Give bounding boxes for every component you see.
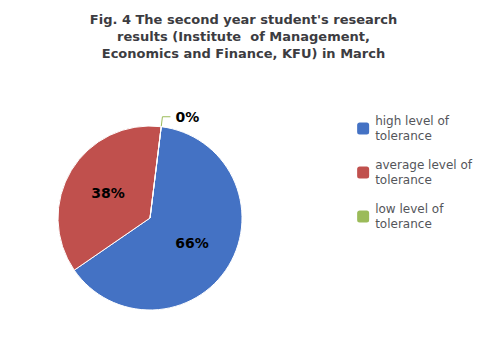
svg-text:tolerance: tolerance	[375, 217, 432, 231]
svg-text:0%: 0%	[175, 109, 199, 125]
svg-text:66%: 66%	[175, 235, 209, 251]
svg-text:average level of: average level of	[375, 158, 473, 172]
svg-text:low level of: low level of	[375, 202, 444, 216]
svg-text:Fig. 4 The second year student: Fig. 4 The second year student's researc…	[90, 12, 397, 27]
svg-text:Economics and Finance, KFU) in: Economics and Finance, KFU) in March	[102, 46, 385, 61]
svg-text:tolerance: tolerance	[375, 173, 432, 187]
svg-text:high level of: high level of	[375, 114, 450, 128]
svg-text:38%: 38%	[91, 185, 125, 201]
svg-text:results (Institute of Managem: results (Institute of Management,	[117, 29, 370, 44]
svg-text:tolerance: tolerance	[375, 129, 432, 143]
